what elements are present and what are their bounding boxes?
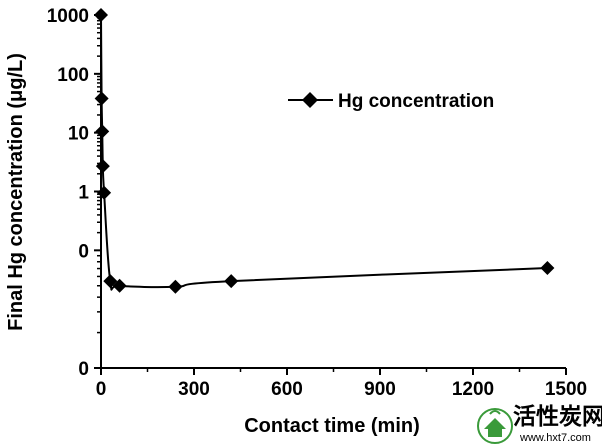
data-point [94, 8, 108, 22]
y-tick-label: 0 [78, 359, 89, 380]
x-axis-title: Contact time (min) [244, 415, 420, 437]
y-tick-label: 10 [68, 124, 89, 145]
y-tick-label: 1000 [47, 6, 89, 27]
data-point [224, 274, 239, 289]
data-point [95, 124, 110, 139]
legend-label: Hg concentration [338, 91, 494, 112]
data-point [168, 279, 183, 294]
watermark-logo [477, 408, 513, 444]
watermark-text: 活性炭网 [513, 403, 602, 429]
data-point [95, 159, 110, 174]
y-tick-label: 100 [57, 65, 89, 86]
x-tick-label: 900 [364, 379, 396, 400]
y-axis-title: Final Hg concentration (μg/L) [5, 53, 27, 331]
x-tick-label: 600 [271, 379, 303, 400]
watermark-url: www.hxt7.com [519, 432, 591, 444]
data-point [112, 278, 127, 293]
data-point [94, 91, 109, 106]
legend: Hg concentration [288, 91, 494, 112]
data-point [97, 185, 112, 200]
x-tick-label: 1500 [545, 379, 587, 400]
series-layer [94, 8, 555, 294]
series-line [100, 14, 548, 291]
legend-marker [302, 92, 318, 108]
x-tick-label: 0 [96, 379, 107, 400]
y-tick-label: 1 [78, 183, 89, 204]
x-tick-label: 300 [178, 379, 210, 400]
x-tick-label: 1200 [452, 379, 494, 400]
data-point [540, 261, 555, 276]
y-tick-label: 0 [78, 241, 89, 262]
y-axis-title-group: Final Hg concentration (μg/L) [5, 53, 27, 331]
watermark: 活性炭网 www.hxt7.com [477, 403, 602, 444]
